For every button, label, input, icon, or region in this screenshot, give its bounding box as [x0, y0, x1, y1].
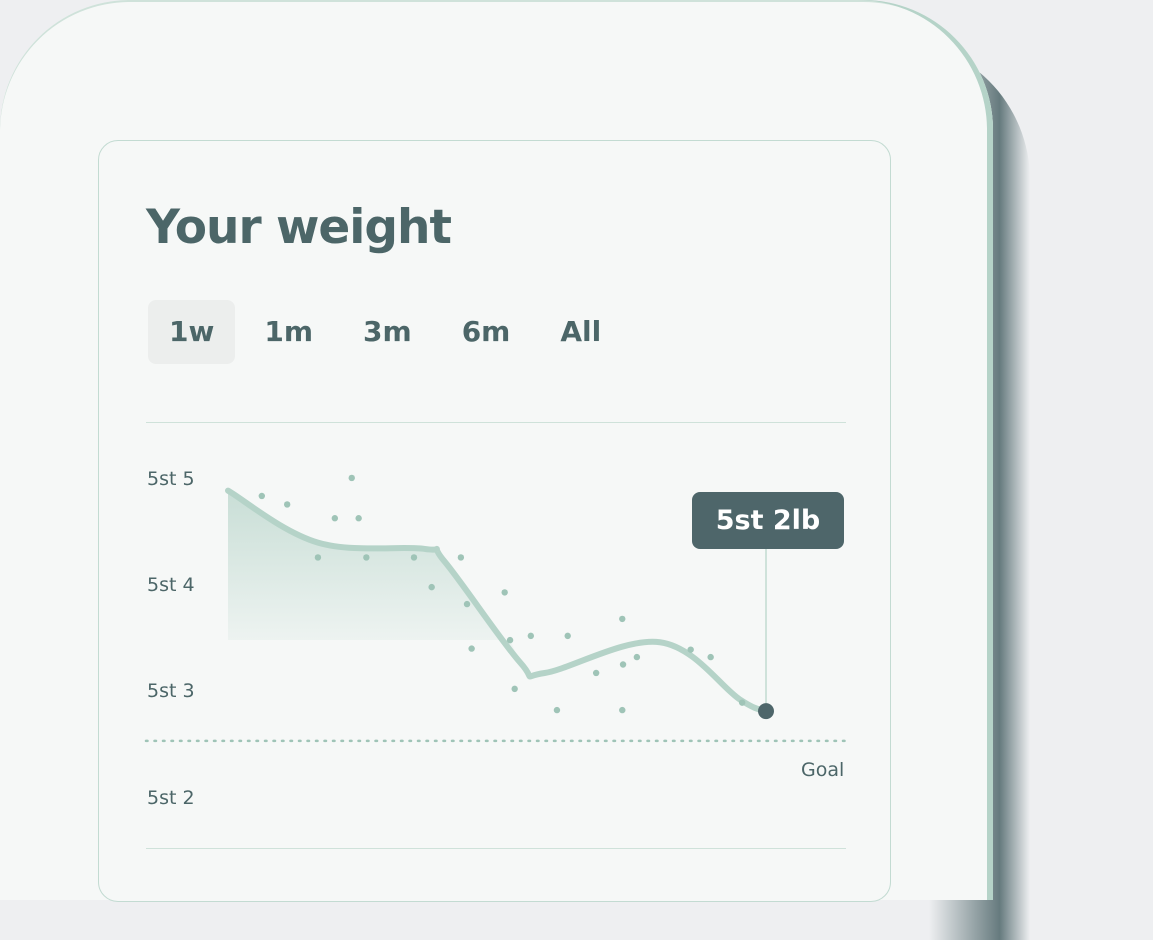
- reading-point: [707, 653, 714, 661]
- reading-point: [410, 554, 418, 561]
- y-tick-label: 5st 4: [147, 574, 195, 596]
- reading-point: [463, 600, 471, 608]
- reading-point: [619, 615, 626, 623]
- tab-1w[interactable]: 1w: [148, 300, 236, 364]
- reading-point: [348, 474, 355, 482]
- reading-point: [457, 554, 465, 561]
- reading-point: [619, 661, 627, 668]
- y-tick-label: 5st 3: [147, 680, 195, 702]
- range-tabs: 1w 1m 3m 6m All: [148, 300, 630, 364]
- reading-point: [553, 706, 561, 714]
- reading-point: [633, 653, 641, 661]
- reading-point: [468, 645, 475, 652]
- page-title: Your weight: [146, 200, 452, 255]
- reading-point: [331, 515, 339, 522]
- reading-point: [506, 636, 514, 644]
- reading-point: [258, 492, 266, 500]
- reading-point: [314, 554, 322, 561]
- y-tick-label: 5st 2: [147, 787, 195, 809]
- divider-bottom: [146, 848, 846, 849]
- reading-point: [527, 632, 535, 640]
- current-weight-tooltip: 5st 2lb: [692, 492, 844, 549]
- reading-point: [619, 706, 626, 714]
- goal-label: Goal: [801, 759, 845, 781]
- reading-point: [428, 583, 435, 591]
- trend-area: [228, 490, 521, 663]
- reading-point: [501, 589, 508, 596]
- tab-all[interactable]: All: [560, 315, 602, 348]
- y-tick-label: 5st 5: [147, 468, 195, 490]
- divider-top: [146, 422, 846, 423]
- trend-line: [225, 487, 769, 715]
- tab-3m[interactable]: 3m: [363, 315, 412, 348]
- tab-1m[interactable]: 1m: [264, 315, 314, 348]
- current-weight-point: [758, 703, 774, 720]
- weight-chart: [144, 474, 848, 743]
- reading-point: [363, 554, 370, 561]
- reading-point: [283, 501, 291, 508]
- reading-point: [738, 699, 746, 706]
- reading-point: [564, 632, 571, 640]
- reading-point: [592, 669, 600, 677]
- reading-point: [687, 646, 694, 653]
- tab-6m[interactable]: 6m: [461, 315, 511, 348]
- reading-point: [355, 515, 362, 522]
- reading-point: [511, 685, 518, 693]
